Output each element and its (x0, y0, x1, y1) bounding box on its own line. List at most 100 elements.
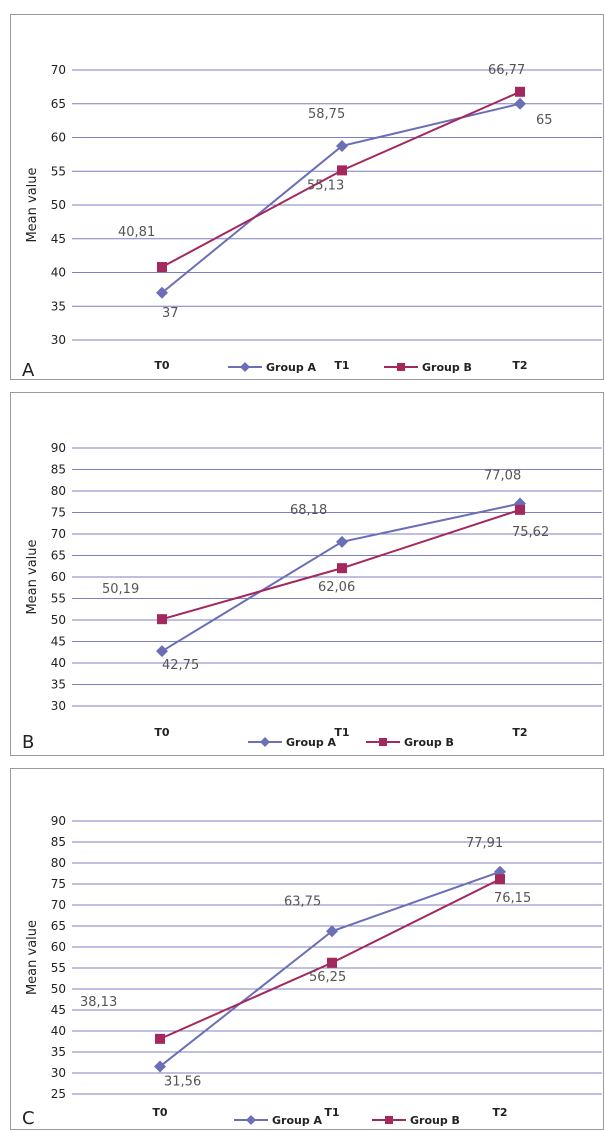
chart-c-ytick-label: 40 (51, 1024, 66, 1038)
chart-a-legend-marker (397, 363, 405, 371)
chart-a-panel-letter: A (22, 360, 35, 381)
chart-b-legend-marker (260, 737, 270, 747)
chart-a-ytick-label: 35 (51, 299, 66, 313)
chart-c-point-marker (327, 957, 337, 968)
chart-a-point-marker (514, 97, 526, 110)
chart-a-ytick-label: 55 (51, 164, 66, 178)
chart-c-point-marker (154, 1060, 166, 1073)
panel-c (10, 768, 604, 1130)
chart-a-ylabel: Mean value (25, 167, 40, 242)
chart-b-legend-label: Group A (286, 736, 337, 749)
chart-a-xtick-label: T1 (334, 359, 349, 372)
chart-b-data-label: 62,06 (318, 580, 355, 595)
chart-a-data-label: 40,81 (118, 225, 155, 240)
chart-b-ytick-label: 30 (51, 699, 66, 713)
chart-a-legend-label: Group B (422, 361, 472, 374)
chart-c-data-label: 63,75 (284, 894, 321, 909)
chart-b-data-label: 68,18 (290, 503, 327, 518)
chart-c-legend-label: Group A (272, 1114, 323, 1127)
chart-b-ytick-label: 70 (51, 527, 66, 541)
chart-c-legend-label: Group B (410, 1114, 460, 1127)
chart-c-point-marker (155, 1033, 165, 1044)
chart-c-ylabel: Mean value (25, 920, 40, 995)
chart-c-xtick-label: T2 (492, 1106, 507, 1119)
chart-b-ytick-label: 60 (51, 570, 66, 584)
chart-b-point-marker (337, 563, 347, 574)
chart-b-legend-label: Group B (404, 736, 454, 749)
chart-b-ytick-label: 90 (51, 441, 66, 455)
chart-b-ytick-label: 40 (51, 656, 66, 670)
chart-b-ytick-label: 65 (51, 549, 66, 563)
chart-a-xtick-label: T2 (512, 359, 527, 372)
chart-a-point-marker (515, 86, 525, 97)
chart-a-data-label: 65 (536, 113, 553, 128)
chart-c-legend-marker (246, 1115, 256, 1125)
chart-b-data-label: 50,19 (102, 582, 139, 597)
chart-a-ytick-label: 60 (51, 131, 66, 145)
chart-a-legend-label: Group A (266, 361, 317, 374)
chart-b-data-label: 42,75 (162, 658, 199, 673)
chart-c-xtick-label: T1 (324, 1106, 339, 1119)
chart-a-data-label: 55,13 (307, 178, 344, 193)
chart-b-ytick-label: 85 (51, 463, 66, 477)
chart-c-point-marker (495, 874, 505, 885)
chart-b-xtick-label: T1 (334, 726, 349, 739)
chart-c-ytick-label: 50 (51, 982, 66, 996)
chart-b-xtick-label: T2 (512, 726, 527, 739)
chart-a-legend-marker (240, 362, 250, 372)
chart-c-ytick-label: 35 (51, 1045, 66, 1059)
chart-b-ytick-label: 35 (51, 678, 66, 692)
chart-b-panel-letter: B (22, 732, 34, 753)
panel-b (10, 392, 604, 756)
chart-c-ytick-label: 60 (51, 940, 66, 954)
chart-b-ylabel: Mean value (25, 539, 40, 614)
chart-b-point-marker (157, 614, 167, 625)
chart-b-ytick-label: 55 (51, 592, 66, 606)
chart-b-legend-marker (379, 738, 387, 746)
chart-c-ytick-label: 55 (51, 961, 66, 975)
chart-b-ytick-label: 75 (51, 506, 66, 520)
chart-c-panel-letter: C (22, 1108, 35, 1129)
chart-b-point-marker (515, 504, 525, 515)
chart-a-ytick-label: 30 (51, 333, 66, 347)
chart-c-ytick-label: 75 (51, 877, 66, 891)
chart-c-ytick-label: 85 (51, 835, 66, 849)
chart-c-point-marker (326, 925, 338, 938)
chart-b-point-marker (336, 535, 348, 548)
chart-a-ytick-label: 65 (51, 97, 66, 111)
chart-a-series-line (161, 102, 521, 294)
chart-c-ytick-label: 30 (51, 1066, 66, 1080)
chart-b-data-label: 77,08 (484, 469, 521, 484)
chart-a-point-marker (156, 286, 168, 299)
chart-c-ytick-label: 25 (51, 1087, 66, 1101)
chart-c-data-label: 38,13 (80, 995, 117, 1010)
panel-a (10, 14, 604, 380)
chart-c-ytick-label: 80 (51, 856, 66, 870)
chart-a-ytick-label: 45 (51, 232, 66, 246)
chart-a-data-label: 66,77 (488, 63, 525, 78)
chart-a-point-marker (336, 139, 348, 152)
chart-a-point-marker (337, 165, 347, 176)
chart-a-data-label: 37 (162, 306, 179, 321)
chart-a-ytick-label: 50 (51, 198, 66, 212)
chart-c-ytick-label: 45 (51, 1003, 66, 1017)
chart-b-data-label: 75,62 (512, 525, 549, 540)
chart-a-xtick-label: T0 (154, 359, 170, 372)
chart-a-ytick-label: 40 (51, 266, 66, 280)
chart-c-data-label: 76,15 (494, 891, 531, 906)
chart-c-ytick-label: 65 (51, 919, 66, 933)
chart-b-ytick-label: 50 (51, 613, 66, 627)
chart-a-ytick-label: 70 (51, 63, 66, 77)
chart-b-point-marker (156, 645, 168, 658)
chart-b-ytick-label: 80 (51, 484, 66, 498)
chart-c-ytick-label: 90 (51, 814, 66, 828)
chart-c-ytick-label: 70 (51, 898, 66, 912)
chart-a-data-label: 58,75 (308, 107, 345, 122)
chart-c-data-label: 31,56 (164, 1074, 201, 1089)
chart-b-xtick-label: T0 (154, 726, 170, 739)
chart-a-point-marker (157, 262, 167, 273)
chart-b-ytick-label: 45 (51, 635, 66, 649)
chart-c-legend-marker (385, 1116, 393, 1124)
chart-c-xtick-label: T0 (152, 1106, 168, 1119)
